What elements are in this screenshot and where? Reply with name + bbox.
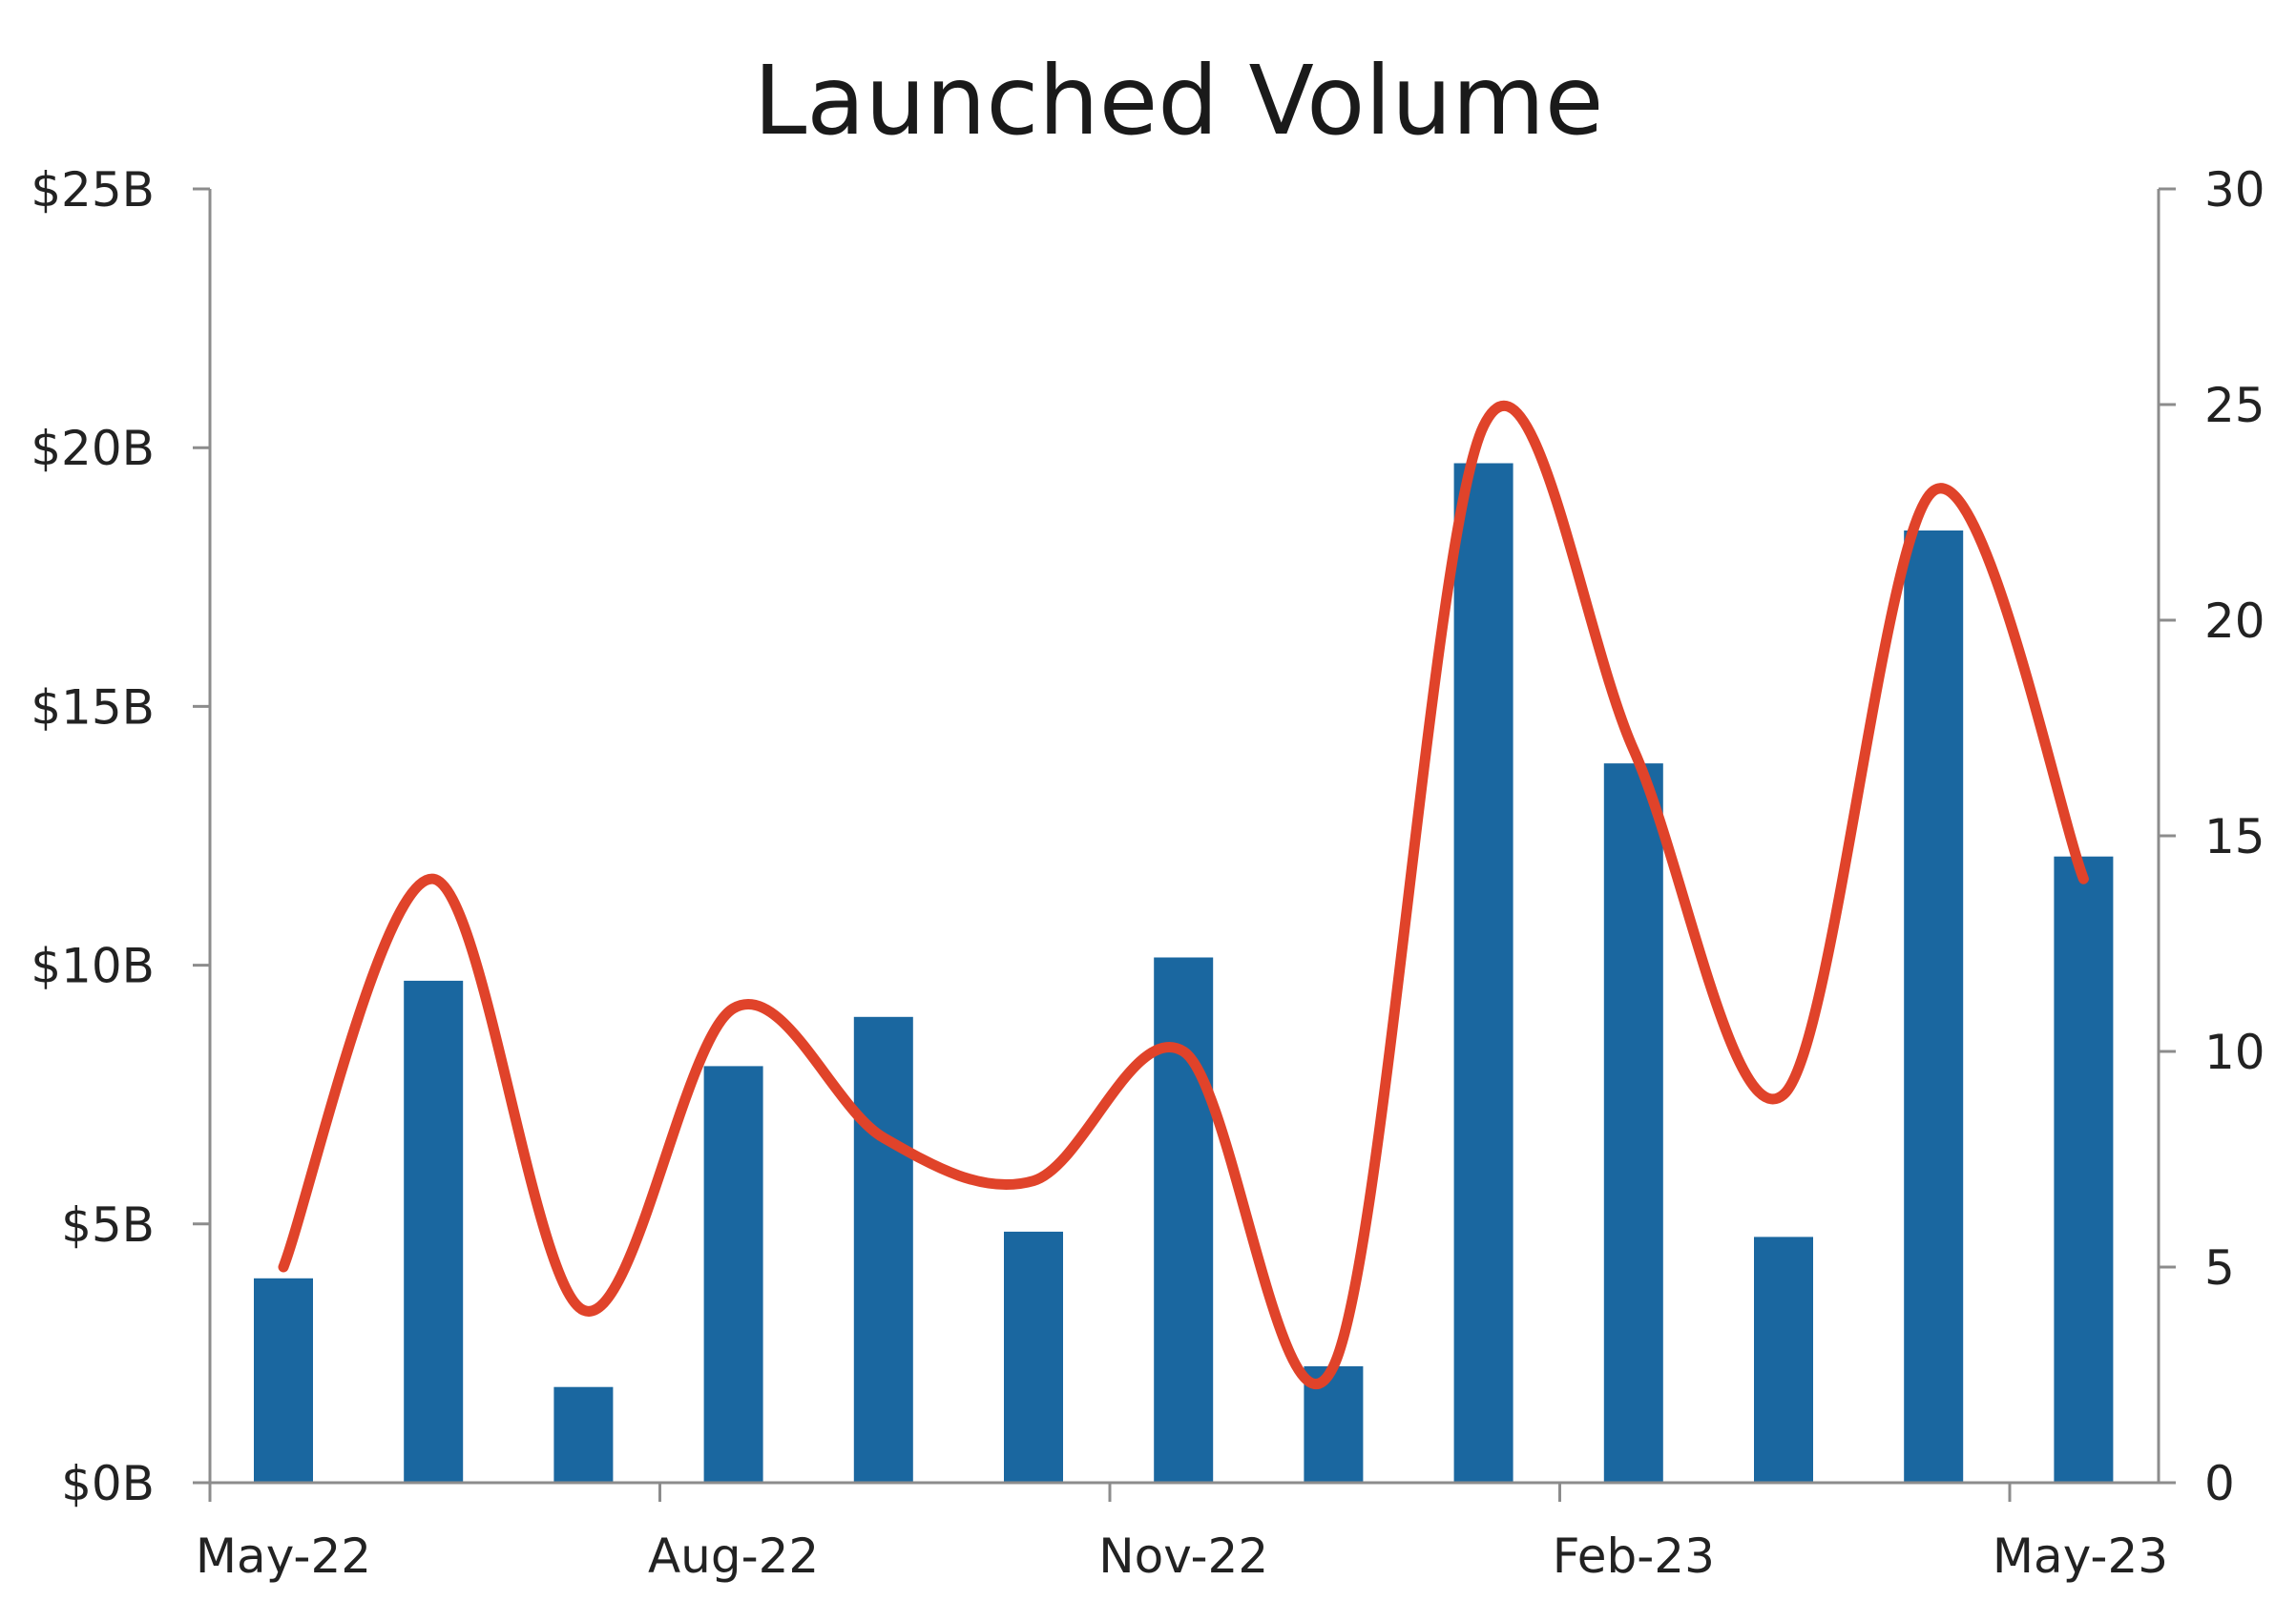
bar-jan-23 (1453, 463, 1513, 1483)
chart-title: Launched Volume (754, 45, 1604, 156)
left-y-tick-label: $20B (31, 421, 155, 476)
right-y-tick-label: 5 (2204, 1240, 2235, 1296)
line-layer (278, 401, 2089, 1389)
bar-jun-22 (404, 980, 464, 1483)
left-y-tick-label: $10B (31, 939, 155, 994)
bar-nov-22 (1154, 957, 1214, 1483)
right-y-tick-label: 25 (2204, 378, 2265, 433)
right-y-tick-label: 15 (2204, 809, 2265, 864)
bar-may-22 (254, 1278, 313, 1483)
bar-jul-22 (553, 1386, 614, 1483)
x-tick-label: Aug-22 (648, 1528, 819, 1584)
right-y-tick-label: 30 (2204, 162, 2265, 218)
x-tick-label: Nov-22 (1098, 1528, 1268, 1584)
bar-mar-23 (1754, 1237, 1813, 1483)
bars-layer (254, 463, 2114, 1483)
x-tick-label: Feb-23 (1553, 1528, 1715, 1584)
x-tick-label: May-22 (196, 1528, 371, 1584)
left-y-tick-label: $0B (61, 1456, 155, 1511)
bar-feb-23 (1603, 763, 1663, 1483)
bar-apr-23 (1904, 530, 1964, 1483)
left-y-tick-label: $25B (31, 162, 155, 218)
left-y-tick-label: $5B (61, 1197, 155, 1253)
right-y-tick-label: 20 (2204, 593, 2265, 649)
left-y-tick-label: $15B (31, 679, 155, 735)
bar-aug-22 (703, 1066, 763, 1483)
bar-sep-22 (853, 1016, 913, 1483)
bar-may-23 (2054, 856, 2114, 1483)
bar-oct-22 (1004, 1231, 1063, 1483)
ticks-layer: $0B $5B $10B $15B $20B $25B 0 5 10 15 20 25 30 May-22… (31, 162, 2265, 1584)
right-y-tick-label: 10 (2204, 1025, 2265, 1080)
x-tick-label: May-23 (1993, 1528, 2168, 1584)
right-y-tick-label: 0 (2204, 1456, 2235, 1511)
count-line-series (278, 401, 2089, 1389)
